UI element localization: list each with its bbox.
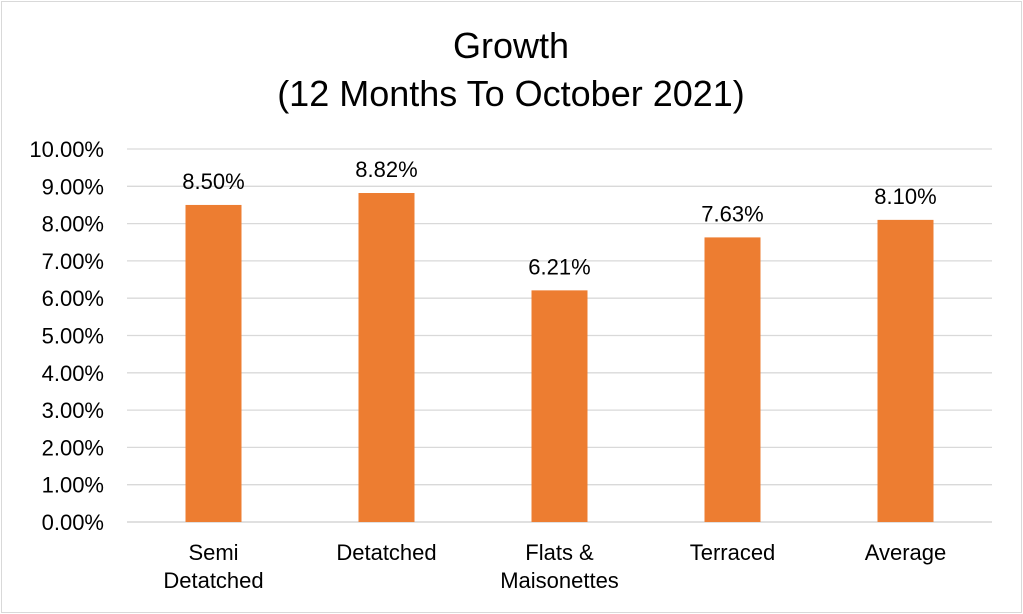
gridlines [127, 148, 992, 523]
y-tick-label: 10.00% [29, 137, 104, 162]
y-tick-label: 3.00% [42, 398, 104, 423]
y-tick-label: 0.00% [42, 510, 104, 535]
x-category-label: Detatched [163, 568, 263, 593]
bars [185, 193, 934, 522]
chart-title: Growth (12 Months To October 2021) [277, 25, 745, 114]
bar [531, 290, 588, 522]
y-tick-label: 1.00% [42, 473, 104, 498]
y-tick-label: 9.00% [42, 174, 104, 199]
chart-title-line-2: (12 Months To October 2021) [277, 73, 745, 114]
y-tick-label: 2.00% [42, 435, 104, 460]
data-label: 8.82% [355, 157, 417, 182]
bar [185, 204, 242, 522]
data-label: 6.21% [528, 254, 590, 279]
y-tick-label: 5.00% [42, 324, 104, 349]
x-category-label: Maisonettes [500, 568, 619, 593]
data-label: 8.10% [874, 184, 936, 209]
y-axis-tick-labels: 0.00% 1.00% 2.00% 3.00% 4.00% 5.00% 6.00% 7.00%… [29, 137, 104, 535]
y-tick-label: 6.00% [42, 286, 104, 311]
x-category-label: Detatched [336, 540, 436, 565]
y-tick-label: 8.00% [42, 212, 104, 237]
bar [877, 219, 934, 522]
y-tick-label: 7.00% [42, 249, 104, 274]
x-category-label: Flats & [525, 540, 594, 565]
bar [704, 237, 761, 522]
x-axis-category-labels: Semi Detatched Detatched Flats & Maisonettes… [163, 540, 946, 593]
data-labels: 8.50% 8.82% 6.21% 7.63% 8.10% [182, 157, 936, 279]
chart-title-line-1: Growth [453, 25, 569, 66]
y-tick-label: 4.00% [42, 361, 104, 386]
x-category-label: Terraced [690, 540, 776, 565]
bar [358, 193, 415, 522]
data-label: 7.63% [701, 201, 763, 226]
x-category-label: Semi [188, 540, 238, 565]
x-category-label: Average [865, 540, 947, 565]
data-label: 8.50% [182, 169, 244, 194]
